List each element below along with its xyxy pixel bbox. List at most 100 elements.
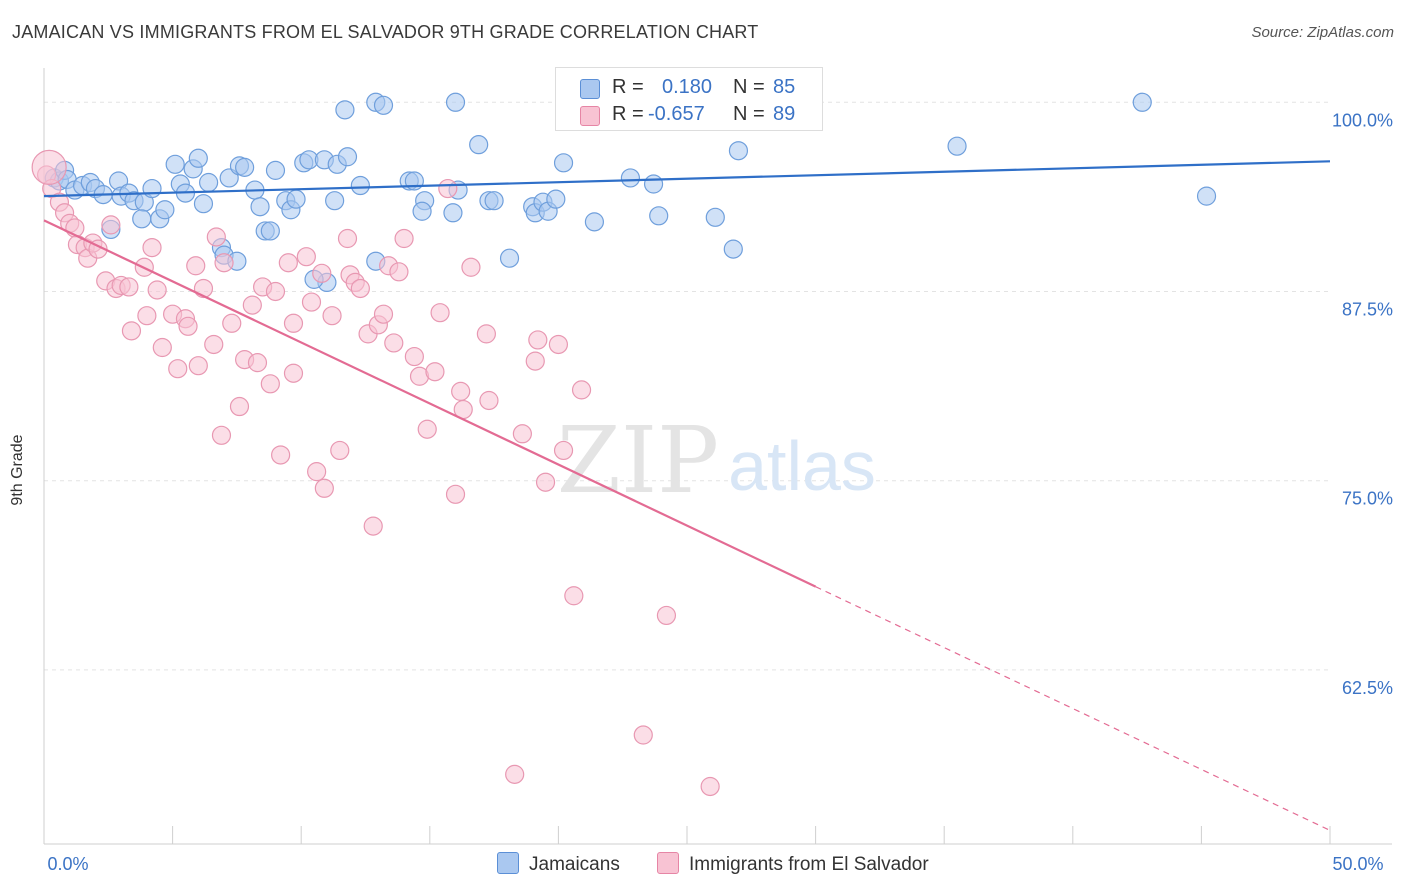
point-jamaicans (484, 191, 504, 211)
point-el-salvador (535, 472, 556, 492)
point-jamaicans (260, 221, 280, 241)
point-el-salvador (512, 424, 532, 444)
legend-item-el-salvador: Immigrants from El Salvador (657, 852, 929, 876)
point-jamaicans (235, 157, 255, 177)
point-el-salvador (571, 380, 592, 400)
point-el-salvador (476, 324, 496, 344)
point-jamaicans (705, 207, 725, 227)
trend-lines (43, 160, 1331, 831)
y-tick-label: 100.0% (1332, 110, 1393, 130)
point-el-salvador (147, 280, 167, 300)
point-jamaicans (553, 153, 574, 173)
point-el-salvador (206, 227, 226, 247)
trend-line-jamaicans (43, 160, 1331, 198)
legend-label-el-salvador: Immigrants from El Salvador (689, 854, 929, 875)
legend-swatch-jamaicans (497, 852, 519, 874)
point-el-salvador (142, 237, 162, 258)
point-el-salvador (430, 303, 450, 323)
y-axis-label: 9th Grade (9, 434, 26, 506)
point-jamaicans (445, 92, 466, 112)
point-jamaicans (142, 178, 162, 199)
stats-r-value: 0.180 (662, 76, 713, 98)
legend-label-jamaicans: Jamaicans (529, 854, 620, 875)
point-el-salvador (204, 334, 224, 355)
y-tick-labels: 100.0% 87.5% 75.0% 62.5% (1332, 110, 1393, 698)
point-el-salvador (417, 419, 437, 439)
point-el-salvador (137, 306, 157, 326)
point-jamaicans (193, 194, 214, 214)
point-el-salvador (425, 362, 445, 382)
point-el-salvador (445, 484, 466, 504)
point-el-salvador (211, 425, 232, 445)
point-el-salvador (363, 516, 383, 536)
chart-title: JAMAICAN VS IMMIGRANTS FROM EL SALVADOR … (12, 22, 759, 42)
point-jamaicans (250, 197, 270, 217)
point-jamaicans (286, 189, 306, 209)
point-el-salvador (242, 295, 262, 315)
point-el-salvador (404, 346, 424, 367)
point-jamaicans (1196, 186, 1217, 206)
legend-swatch-el-salvador (657, 852, 679, 874)
y-tick-label: 75.0% (1342, 489, 1393, 509)
point-el-salvador (296, 247, 316, 267)
stats-n-value: 85 (773, 76, 796, 98)
x-tick-label-min: 0.0% (47, 854, 88, 874)
stats-n-label: N = (733, 103, 765, 125)
point-el-salvador (384, 333, 404, 353)
point-jamaicans (350, 175, 370, 196)
point-el-salvador (178, 316, 198, 336)
point-el-salvador (188, 356, 208, 376)
point-el-salvador (322, 306, 342, 326)
point-el-salvador (193, 278, 214, 299)
axes (43, 68, 1392, 845)
stats-swatch-jamaicans (580, 79, 600, 99)
trend-line-el-salvador (43, 219, 817, 588)
point-jamaicans (546, 189, 566, 209)
watermark: ZIP atlas (557, 407, 876, 514)
point-el-salvador (389, 262, 409, 282)
point-el-salvador (31, 149, 67, 185)
point-el-salvador (350, 278, 370, 299)
point-jamaicans (188, 148, 208, 168)
stats-n-value: 89 (773, 103, 796, 125)
point-jamaicans (1132, 92, 1152, 112)
point-jamaicans (947, 136, 967, 156)
point-el-salvador (265, 281, 286, 302)
point-jamaicans (723, 239, 743, 259)
point-el-salvador (222, 313, 242, 333)
point-el-salvador (479, 390, 499, 411)
point-jamaicans (325, 191, 345, 211)
point-el-salvador (438, 178, 458, 199)
point-el-salvador (121, 321, 142, 341)
point-jamaicans (584, 212, 605, 232)
point-el-salvador (528, 330, 548, 350)
watermark-zip: ZIP (557, 407, 719, 514)
point-el-salvador (312, 263, 332, 283)
point-el-salvador (301, 292, 322, 312)
point-jamaicans (728, 141, 749, 161)
point-jamaicans (132, 209, 152, 229)
point-el-salvador (278, 253, 298, 273)
point-el-salvador (229, 396, 250, 417)
point-el-salvador (283, 313, 304, 333)
grid-lines (44, 101, 1330, 671)
point-el-salvador (186, 256, 206, 276)
point-el-salvador (373, 304, 394, 324)
correlation-stats-box: R = 0.180 N = 85 R = -0.657 N = 89 (555, 67, 823, 131)
point-el-salvador (525, 351, 545, 371)
watermark-atlas: atlas (728, 427, 876, 505)
point-el-salvador (337, 228, 358, 249)
point-el-salvador (564, 586, 584, 606)
stats-r-label: R = (612, 76, 644, 98)
trend-line-el-salvador-extrapolated (815, 586, 1331, 831)
y-tick-label: 62.5% (1342, 678, 1393, 698)
point-jamaicans (412, 201, 432, 221)
point-el-salvador (152, 337, 172, 358)
point-jamaicans (335, 100, 355, 120)
point-el-salvador (394, 228, 414, 249)
point-jamaicans (499, 248, 520, 268)
point-el-salvador (633, 725, 653, 745)
point-jamaicans (469, 135, 489, 155)
point-el-salvador (283, 363, 304, 383)
